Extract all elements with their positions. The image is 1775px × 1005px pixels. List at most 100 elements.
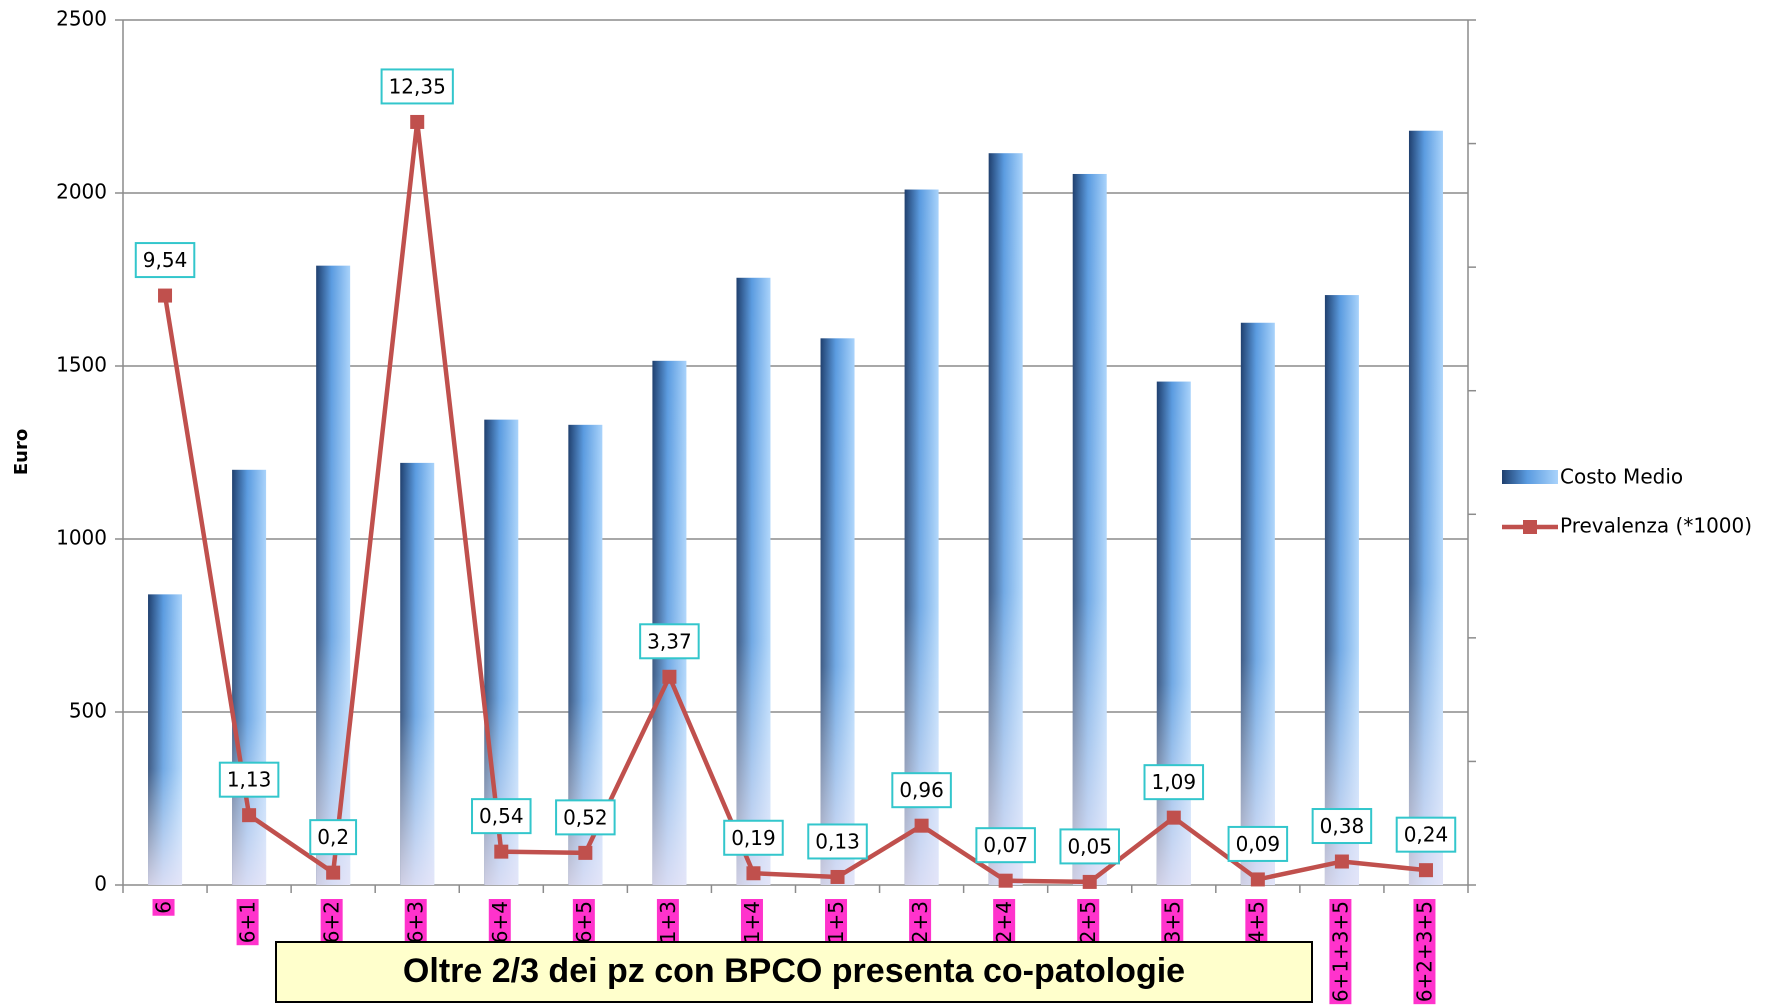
value-label: 12,35	[380, 68, 454, 105]
x-tick-label-group: 3+5	[1160, 899, 1184, 946]
bar-fade	[1072, 173, 1107, 886]
annotation: Oltre 2/3 dei pz con BPCO presenta co-pa…	[403, 952, 1185, 990]
value-label-box	[471, 798, 532, 835]
value-label-text: 0,38	[1320, 814, 1365, 838]
x-tick-label-group: 1+4	[740, 899, 764, 946]
value-label: 0,09	[1227, 825, 1289, 862]
value-label: 0,2	[309, 819, 358, 856]
x-tick-label: 2+4	[992, 901, 1016, 943]
x-tick-label-bg	[236, 899, 259, 946]
value-label-box	[1395, 816, 1457, 853]
value-label: 1,13	[218, 761, 280, 798]
value-label-text: 3,37	[647, 629, 692, 653]
x-tick-label-group: 6+3	[404, 899, 428, 946]
line-marker	[158, 288, 173, 303]
x-tick-label-group: 6+1+3+5	[1328, 899, 1352, 1005]
line-marker	[578, 845, 593, 860]
x-tick-label-bg	[740, 899, 763, 946]
y-axis-label: Euro	[11, 429, 32, 475]
x-tick-label-group: 6+5	[572, 899, 596, 946]
x-tick-label: 1+5	[824, 901, 848, 943]
x-tick-label-bg	[320, 899, 343, 946]
value-label-box	[1143, 764, 1205, 801]
x-tick-label: 6+3	[404, 901, 428, 943]
value-label: 9,54	[134, 242, 196, 279]
line-marker	[1418, 863, 1433, 878]
value-label-box	[555, 799, 616, 836]
x-tick-label: 1+3	[656, 901, 680, 943]
line-marker	[494, 844, 509, 859]
y-tick-label: 2500	[56, 7, 107, 31]
x-tick-label: 6+1+3+5	[1328, 901, 1352, 1002]
x-tick-label: 6	[152, 901, 176, 914]
legend-label: Prevalenza (*1000)	[1560, 514, 1752, 538]
value-label-text: 0,24	[1404, 823, 1449, 847]
line-marker	[662, 669, 677, 684]
line	[162, 119, 1427, 885]
x-tick-label: 6+1	[236, 901, 260, 943]
value-label-box	[1059, 828, 1120, 865]
bar-fade	[904, 189, 939, 886]
x-tick-label: 3+5	[1160, 901, 1184, 943]
x-tick-label-group: 6	[152, 899, 176, 916]
value-label-text: 0,05	[1067, 834, 1112, 858]
value-label-text: 12,35	[389, 74, 446, 98]
y-tick-label: 0	[94, 872, 107, 896]
line-marker	[998, 873, 1013, 888]
value-label-text: 0,07	[983, 833, 1028, 857]
value-label-text: 9,54	[143, 248, 188, 272]
value-label-text: 0,2	[317, 825, 349, 849]
line-marker	[242, 808, 257, 823]
x-tick-label-bg	[572, 899, 595, 946]
value-label-box	[309, 819, 358, 856]
x-tick-label-bg	[825, 899, 848, 946]
x-tick-label-group: 6+2+3+5	[1412, 899, 1436, 1005]
value-label-box	[1227, 825, 1289, 862]
x-tick-label-group: 6+1	[236, 899, 260, 946]
x-tick-label: 6+2	[320, 901, 344, 943]
line-marker	[1166, 810, 1181, 825]
y-tick-label: 2000	[56, 180, 107, 204]
y-tick-label: 1500	[56, 353, 107, 377]
value-label: 0,13	[807, 823, 868, 860]
value-label-text: 1,13	[227, 768, 272, 792]
x-tick-label-group: 2+5	[1076, 899, 1100, 946]
x-tick-label-bg	[488, 899, 511, 946]
x-tick-label-group: 4+5	[1244, 899, 1268, 946]
x-tick-label-bg	[656, 899, 679, 946]
value-label: 0,96	[891, 772, 952, 809]
value-label-box	[218, 761, 280, 798]
legend-label: Costo Medio	[1560, 465, 1683, 489]
value-label-box	[1311, 808, 1373, 845]
bar-fade	[1408, 130, 1443, 886]
value-label: 0,24	[1395, 816, 1457, 853]
line-marker	[1334, 854, 1349, 869]
x-tick-label-group: 1+5	[824, 899, 848, 946]
x-tick-label-group: 2+4	[992, 899, 1016, 946]
x-tick-label-group: 6+4	[488, 899, 512, 946]
line-marker	[746, 866, 761, 881]
x-tick-label-bg	[1161, 899, 1184, 946]
bar-fade	[1324, 295, 1359, 885]
value-label: 0,05	[1059, 828, 1120, 865]
value-label-box	[380, 68, 454, 105]
x-tick-label: 4+5	[1244, 901, 1268, 943]
value-label-text: 0,13	[815, 829, 860, 853]
annotation-box	[275, 941, 1313, 1003]
y-tick-label: 500	[69, 699, 107, 723]
x-tick-label: 2+5	[1076, 901, 1100, 943]
value-label: 0,38	[1311, 808, 1373, 845]
value-label: 0,52	[555, 799, 616, 836]
line-marker	[1082, 874, 1097, 889]
line-marker	[914, 818, 929, 833]
bar-fade	[1156, 381, 1191, 885]
bar-fade	[820, 338, 855, 885]
value-label: 3,37	[639, 623, 700, 660]
bar-fade	[988, 153, 1023, 885]
bar-fade	[652, 360, 687, 885]
x-tick-label-group: 1+3	[656, 899, 680, 946]
x-tick-label-bg	[909, 899, 932, 946]
value-label: 1,09	[1143, 764, 1205, 801]
value-label-text: 0,96	[899, 778, 944, 802]
